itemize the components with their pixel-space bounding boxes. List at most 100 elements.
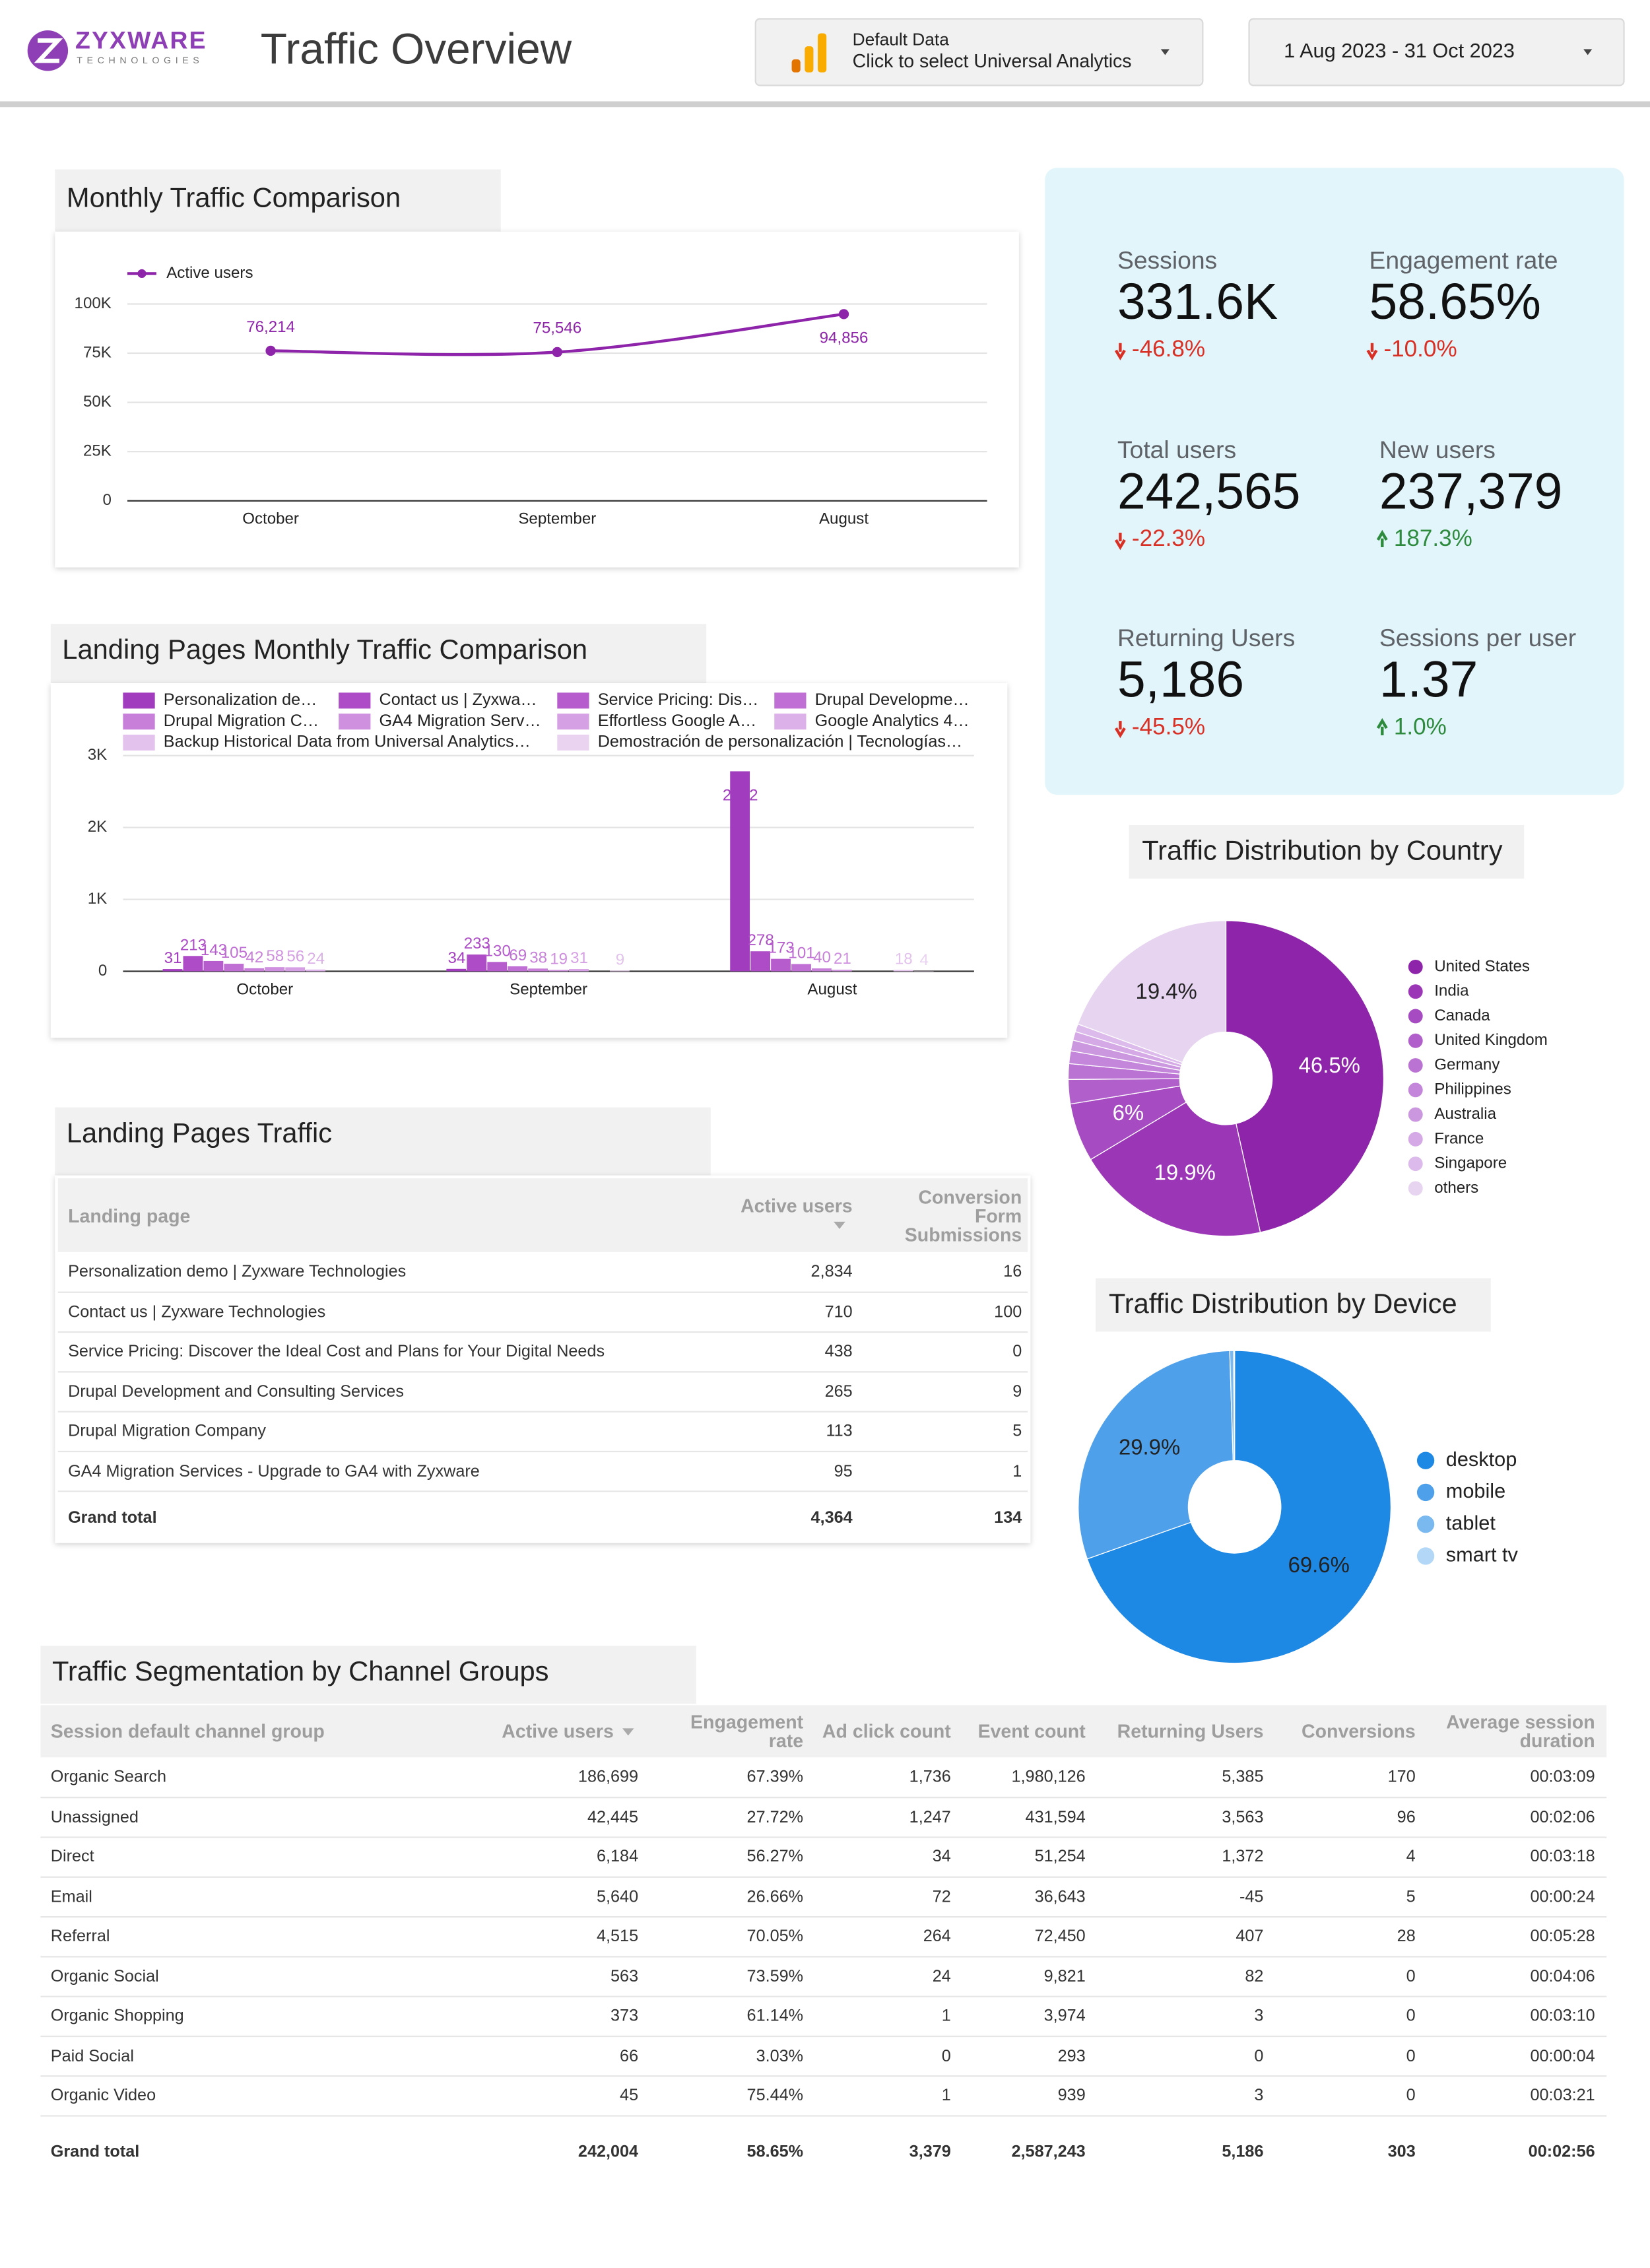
bar: [162, 969, 183, 972]
legend-label: GA4 Migration Serv…: [380, 712, 541, 730]
table-total: 5,186: [1222, 2143, 1264, 2162]
change-arrow: [1376, 717, 1388, 736]
data-source-label: Default Data: [853, 29, 950, 49]
bar: [771, 958, 791, 972]
legend-dot: [1416, 1483, 1435, 1502]
bar: [285, 967, 306, 972]
table-cell: 75.44%: [746, 2087, 804, 2105]
table-header: Returning Users: [1117, 1720, 1264, 1743]
legend-dot: [1416, 1451, 1435, 1469]
table-cell: 1,736: [909, 1768, 951, 1787]
table-cell: 563: [610, 1968, 639, 1985]
legend-label: Drupal Developme…: [815, 690, 970, 709]
bar: [508, 966, 528, 972]
scorecard-value: 331.6K: [1117, 274, 1278, 330]
table-header-bg: [40, 1705, 1607, 1758]
data-label: 233: [464, 935, 490, 952]
scorecard-value: 242,565: [1117, 463, 1300, 519]
table-cell: 5,640: [596, 1888, 639, 1906]
table-cell: 113: [826, 1422, 853, 1441]
table-cell: 96: [1397, 1809, 1416, 1826]
table-cell: 5,385: [1222, 1768, 1264, 1787]
bar: [832, 970, 852, 972]
legend-swatch: [123, 692, 155, 709]
data-label: 31: [164, 949, 182, 967]
date-range[interactable]: 1 Aug 2023 - 31 Oct 2023: [1284, 39, 1515, 62]
x-tick-label: October: [242, 510, 299, 528]
bar: [203, 960, 224, 972]
date-range-selector[interactable]: [1248, 18, 1625, 86]
y-tick-label: 2K: [88, 818, 108, 836]
table-cell: 0: [1012, 1343, 1022, 1361]
table-cell: 00:04:06: [1530, 1968, 1595, 1985]
slice-label: 69.6%: [1288, 1552, 1350, 1577]
page-title: Traffic Overview: [261, 24, 572, 73]
table-cell: Organic Search: [50, 1768, 166, 1787]
legend-swatch: [123, 714, 155, 730]
legend-dot: [1408, 1009, 1423, 1024]
table-cell: 0: [1406, 2087, 1416, 2105]
table-header: Session default channel group: [50, 1720, 325, 1743]
data-label: 94,856: [820, 329, 869, 347]
table-cell: 36,643: [1034, 1888, 1086, 1906]
table-header: Average session duration: [1446, 1711, 1595, 1752]
slice-label: 6%: [1113, 1100, 1144, 1125]
table-cell: 4: [1406, 1848, 1416, 1866]
table-total: 58.65%: [746, 2143, 804, 2162]
data-point: [552, 347, 562, 358]
table-cell: 72: [932, 1888, 951, 1906]
table-header: Engagement rate: [690, 1711, 804, 1752]
table-cell: 67.39%: [746, 1768, 804, 1787]
legend-label: Philippines: [1434, 1081, 1511, 1098]
title-box: [55, 1107, 711, 1176]
legend-dot: [1408, 984, 1423, 999]
table-cell: Contact us | Zyxware Technologies: [68, 1303, 326, 1321]
table-cell: Paid Social: [50, 2047, 134, 2065]
legend-label: mobile: [1446, 1479, 1505, 1502]
table-cell: 00:03:18: [1530, 1848, 1595, 1866]
bar: [528, 968, 548, 972]
scorecard-label: New users: [1379, 436, 1496, 463]
table-cell: 264: [923, 1928, 951, 1946]
table-cell: Direct: [50, 1848, 94, 1866]
data-source-selector[interactable]: [754, 18, 1204, 86]
table-cell: 00:02:06: [1530, 1809, 1595, 1826]
bar: [569, 969, 589, 972]
legend-dot: [1416, 1547, 1435, 1565]
change-arrow: [1114, 721, 1126, 739]
data-label: 19: [550, 950, 568, 968]
legend-swatch: [557, 692, 589, 709]
data-label: 56: [286, 947, 304, 965]
data-source-action[interactable]: Click to select Universal Analytics: [853, 51, 1132, 72]
legend-swatch: [123, 734, 155, 751]
legend-label: desktop: [1446, 1448, 1517, 1471]
bar: [548, 970, 568, 972]
legend-label: smart tv: [1446, 1543, 1519, 1566]
table-cell: 431,594: [1025, 1809, 1086, 1826]
pie-slice: [1225, 920, 1385, 1233]
table-cell: -45: [1239, 1888, 1264, 1906]
x-tick-label: October: [236, 980, 293, 998]
table-cell: 95: [834, 1463, 853, 1481]
scorecard-label: Returning Users: [1117, 624, 1295, 651]
table-cell: 407: [1236, 1928, 1264, 1946]
scorecard-change: 187.3%: [1394, 525, 1472, 551]
table-cell: 1,980,126: [1011, 1768, 1086, 1787]
data-point: [838, 309, 849, 319]
title-box: [55, 169, 501, 232]
legend-label: Demostración de personalización | Tecnol…: [598, 733, 962, 751]
scorecard-label: Sessions: [1117, 246, 1217, 274]
dropdown-arrow: [1583, 49, 1593, 55]
table-cell: 3: [1254, 2007, 1264, 2025]
table-cell: 293: [1057, 2047, 1086, 2065]
scorecard-change: -45.5%: [1132, 714, 1205, 739]
title-box: [50, 624, 707, 684]
legend-label: United Kingdom: [1434, 1031, 1548, 1049]
table-header-bg: [57, 1178, 1028, 1252]
table-header: Ad click count: [822, 1720, 951, 1743]
legend-label: Effortless Google A…: [598, 712, 756, 730]
chart-title: Traffic Distribution by Device: [1109, 1288, 1457, 1319]
bar: [812, 968, 832, 972]
